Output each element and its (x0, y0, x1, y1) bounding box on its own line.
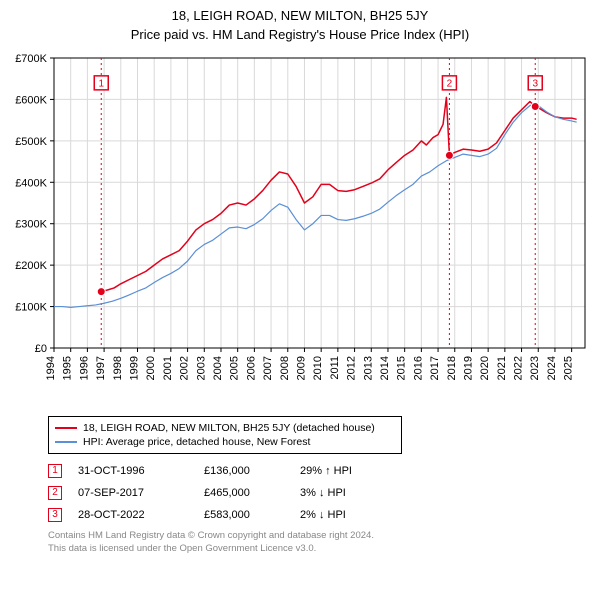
legend-label: 18, LEIGH ROAD, NEW MILTON, BH25 5JY (de… (83, 421, 375, 435)
svg-text:2006: 2006 (245, 356, 257, 380)
event-price: £583,000 (204, 509, 284, 521)
svg-text:2000: 2000 (145, 356, 157, 380)
event-delta: 3% ↓ HPI (300, 487, 410, 499)
footer-line2: This data is licensed under the Open Gov… (48, 543, 600, 555)
svg-text:£0: £0 (35, 343, 47, 355)
svg-text:2005: 2005 (229, 356, 241, 380)
event-badge: 2 (48, 486, 62, 500)
svg-text:£200K: £200K (15, 260, 47, 272)
svg-text:1994: 1994 (45, 356, 57, 380)
event-row: 2 07-SEP-2017 £465,000 3% ↓ HPI (48, 486, 600, 500)
svg-text:£500K: £500K (15, 136, 47, 148)
page: 18, LEIGH ROAD, NEW MILTON, BH25 5JY Pri… (0, 0, 600, 590)
svg-text:2024: 2024 (546, 356, 558, 380)
svg-text:2016: 2016 (412, 356, 424, 380)
svg-text:2: 2 (447, 78, 453, 89)
svg-text:2021: 2021 (496, 356, 508, 380)
svg-text:2017: 2017 (429, 356, 441, 380)
event-price: £136,000 (204, 465, 284, 477)
chart-area: £0 £100K £200K £300K £400K £500K £600K £700K 199… (0, 48, 600, 408)
legend-item: 18, LEIGH ROAD, NEW MILTON, BH25 5JY (de… (55, 421, 395, 435)
svg-text:2022: 2022 (513, 356, 525, 380)
svg-text:2011: 2011 (329, 356, 341, 380)
svg-text:£400K: £400K (15, 177, 47, 189)
event-delta: 2% ↓ HPI (300, 509, 410, 521)
footer-line1: Contains HM Land Registry data © Crown c… (48, 530, 600, 542)
event-badge: 1 (48, 464, 62, 478)
svg-text:1997: 1997 (95, 356, 107, 380)
legend-swatch (55, 441, 77, 443)
title-address: 18, LEIGH ROAD, NEW MILTON, BH25 5JY (0, 0, 600, 23)
svg-text:£100K: £100K (15, 302, 47, 314)
svg-text:2013: 2013 (362, 356, 374, 380)
svg-text:1995: 1995 (62, 356, 74, 380)
svg-text:2018: 2018 (446, 356, 458, 380)
svg-text:2019: 2019 (462, 356, 474, 380)
svg-text:1999: 1999 (128, 356, 140, 380)
svg-text:1998: 1998 (112, 356, 124, 380)
events-table: 1 31-OCT-1996 £136,000 29% ↑ HPI 2 07-SEP-201… (48, 464, 600, 522)
legend-swatch (55, 427, 77, 429)
line-chart: £0 £100K £200K £300K £400K £500K £600K £700K 199… (0, 48, 600, 408)
svg-text:2004: 2004 (212, 356, 224, 380)
event-date: 07-SEP-2017 (78, 487, 188, 499)
svg-text:£300K: £300K (15, 219, 47, 231)
svg-text:1: 1 (98, 78, 104, 89)
svg-text:2012: 2012 (346, 356, 358, 380)
title-subtitle: Price paid vs. HM Land Registry's House … (0, 23, 600, 48)
svg-text:2007: 2007 (262, 356, 274, 380)
footer: Contains HM Land Registry data © Crown c… (48, 530, 600, 555)
svg-text:1996: 1996 (78, 356, 90, 380)
legend-label: HPI: Average price, detached house, New … (83, 435, 310, 449)
event-date: 31-OCT-1996 (78, 465, 188, 477)
svg-text:2003: 2003 (195, 356, 207, 380)
legend: 18, LEIGH ROAD, NEW MILTON, BH25 5JY (de… (48, 416, 402, 454)
svg-text:2014: 2014 (379, 356, 391, 380)
event-date: 28-OCT-2022 (78, 509, 188, 521)
svg-text:2001: 2001 (162, 356, 174, 380)
svg-text:2023: 2023 (529, 356, 541, 380)
svg-text:2009: 2009 (295, 356, 307, 380)
legend-item: HPI: Average price, detached house, New … (55, 435, 395, 449)
event-badge: 3 (48, 508, 62, 522)
svg-text:3: 3 (532, 78, 538, 89)
event-delta: 29% ↑ HPI (300, 465, 410, 477)
svg-text:2015: 2015 (396, 356, 408, 380)
svg-text:2025: 2025 (563, 356, 575, 380)
svg-text:2002: 2002 (179, 356, 191, 380)
svg-text:2020: 2020 (479, 356, 491, 380)
svg-text:2008: 2008 (279, 356, 291, 380)
svg-text:£600K: £600K (15, 94, 47, 106)
svg-text:£700K: £700K (15, 53, 47, 65)
svg-text:2010: 2010 (312, 356, 324, 380)
event-row: 3 28-OCT-2022 £583,000 2% ↓ HPI (48, 508, 600, 522)
event-row: 1 31-OCT-1996 £136,000 29% ↑ HPI (48, 464, 600, 478)
event-price: £465,000 (204, 487, 284, 499)
